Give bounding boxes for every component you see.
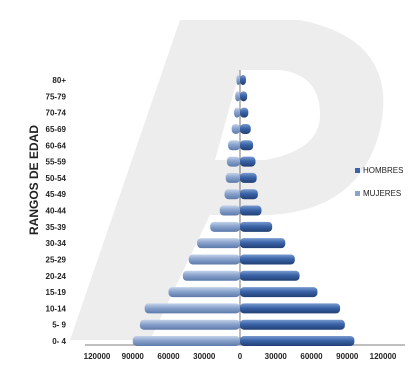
bar-hombres-7	[240, 221, 273, 232]
category-label: 0- 4	[52, 337, 66, 346]
bar-mujeres-0	[132, 336, 240, 346]
category-label: 75-79	[46, 92, 67, 101]
bar-mujeres-12	[228, 140, 240, 151]
bars	[132, 75, 355, 346]
bar-hombres-5	[240, 254, 295, 265]
bar-hombres-13	[240, 123, 251, 134]
category-label: 40-44	[46, 207, 67, 216]
bar-hombres-1	[240, 319, 345, 330]
bar-mujeres-14	[234, 107, 240, 118]
category-label: 45-49	[46, 190, 67, 199]
category-label: 55-59	[46, 158, 67, 167]
category-label: 50-54	[46, 174, 67, 183]
category-label: 80+	[52, 76, 66, 85]
y-axis-title: RANGOS DE EDAD	[27, 125, 41, 235]
bar-hombres-4	[240, 270, 300, 281]
bar-mujeres-5	[188, 254, 240, 265]
bar-mujeres-9	[224, 189, 240, 200]
bar-mujeres-11	[226, 156, 240, 167]
x-tick-label: 90000	[122, 352, 145, 361]
bar-hombres-3	[240, 287, 318, 298]
bar-hombres-12	[240, 140, 254, 151]
x-tick-label: 30000	[265, 352, 288, 361]
bar-mujeres-16	[236, 75, 240, 85]
bar-hombres-2	[240, 303, 341, 314]
x-tick-label: 60000	[157, 352, 180, 361]
legend-swatch-1	[355, 191, 360, 196]
category-label: 35-39	[46, 223, 67, 232]
bar-mujeres-13	[231, 123, 240, 134]
x-tick-label: 30000	[193, 352, 216, 361]
bar-mujeres-1	[139, 319, 240, 330]
category-label: 5- 9	[52, 321, 66, 330]
bar-hombres-8	[240, 205, 262, 216]
bar-hombres-16	[240, 75, 246, 85]
bar-hombres-10	[240, 172, 257, 183]
bar-mujeres-15	[235, 91, 240, 102]
x-tick-label: 120000	[370, 352, 397, 361]
category-label: 70-74	[46, 109, 67, 118]
bar-mujeres-6	[197, 238, 240, 249]
bar-mujeres-3	[168, 287, 240, 298]
category-label: 15-19	[46, 288, 67, 297]
category-label: 65-69	[46, 125, 67, 134]
x-tick-label: 60000	[300, 352, 323, 361]
bar-mujeres-7	[210, 221, 240, 232]
bar-mujeres-2	[144, 303, 240, 314]
category-label: 20-24	[46, 272, 67, 281]
bar-mujeres-8	[219, 205, 240, 216]
bar-mujeres-10	[225, 172, 240, 183]
bar-hombres-9	[240, 189, 258, 200]
category-label: 60-64	[46, 141, 67, 150]
x-tick-label: 90000	[336, 352, 359, 361]
category-labels: 0- 4 5- 9 10-14 15-19 20-24 25-29 30-34 35-39 40…	[46, 76, 67, 346]
category-label: 25-29	[46, 255, 67, 264]
legend-label: MUJERES	[363, 189, 401, 198]
bar-hombres-11	[240, 156, 256, 167]
category-label: 10-14	[46, 304, 67, 313]
bar-hombres-6	[240, 238, 286, 249]
legend-swatch-0	[355, 168, 360, 173]
bar-hombres-14	[240, 107, 249, 118]
x-tick-labels: 120000 90000 60000 30000 0 30000 60000 90000 120…	[84, 352, 397, 361]
bar-mujeres-4	[182, 270, 240, 281]
bar-hombres-0	[240, 336, 355, 346]
category-label: 30-34	[46, 239, 67, 248]
legend: HOMBRES MUJERES	[355, 166, 403, 198]
x-tick-label: 0	[238, 352, 243, 361]
y-axis-title-group: RANGOS DE EDAD	[27, 125, 41, 235]
x-tick-label: 120000	[84, 352, 111, 361]
bar-hombres-15	[240, 91, 248, 102]
legend-label: HOMBRES	[363, 166, 403, 175]
